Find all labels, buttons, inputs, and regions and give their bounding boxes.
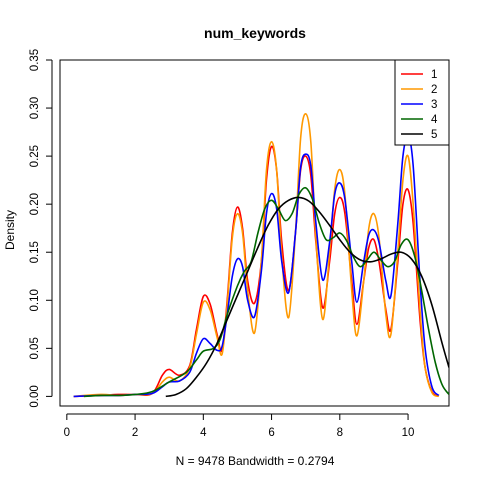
legend-label-3: 3 xyxy=(431,99,437,111)
x-axis: 0 2 4 6 8 10 xyxy=(64,413,415,439)
y-tick-label: 0.30 xyxy=(29,97,41,119)
legend: 1 2 3 4 5 xyxy=(394,59,450,146)
series-line-5 xyxy=(165,196,449,398)
y-tick-label: 0.25 xyxy=(29,145,41,167)
y-axis: 0.00 0.05 0.10 0.15 0.20 0.25 0.30 0.35 xyxy=(29,49,53,408)
legend-label-2: 2 xyxy=(431,84,437,96)
y-tick-label: 0.00 xyxy=(29,385,41,407)
y-tick-label: 0.35 xyxy=(29,49,41,71)
legend-label-5: 5 xyxy=(431,129,437,141)
x-tick-label: 0 xyxy=(64,427,70,439)
series-line-4 xyxy=(83,186,449,398)
series-line-3 xyxy=(73,135,440,398)
chart-title: num_keywords xyxy=(204,25,306,41)
series-lines xyxy=(73,113,449,398)
x-tick-label: 8 xyxy=(337,427,343,439)
y-tick-label: 0.10 xyxy=(29,289,41,311)
y-tick-label: 0.15 xyxy=(29,241,41,263)
x-tick-label: 2 xyxy=(132,427,138,439)
legend-label-4: 4 xyxy=(431,114,438,126)
series-line-2 xyxy=(73,113,440,398)
x-tick-label: 6 xyxy=(268,427,274,439)
y-tick-label: 0.05 xyxy=(29,337,41,359)
x-axis-label: N = 9478 Bandwidth = 0.2794 xyxy=(176,454,335,468)
legend-box xyxy=(394,59,450,146)
x-tick-label: 4 xyxy=(200,427,207,439)
plot-frame xyxy=(59,59,450,407)
x-tick-label: 10 xyxy=(402,427,415,439)
y-axis-label: Density xyxy=(3,210,17,250)
legend-label-1: 1 xyxy=(431,69,437,81)
y-tick-label: 0.20 xyxy=(29,193,41,215)
